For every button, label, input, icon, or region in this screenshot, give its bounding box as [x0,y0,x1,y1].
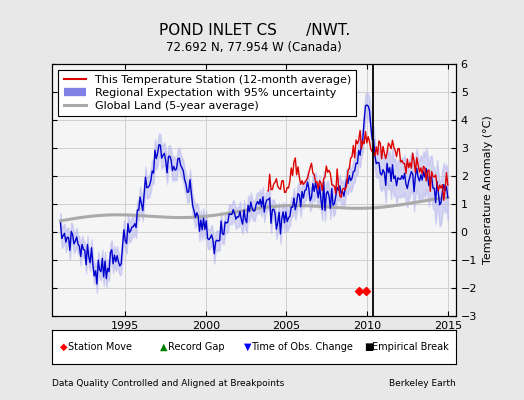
Text: Record Gap: Record Gap [168,342,224,352]
Text: ▼: ▼ [244,342,251,352]
Text: ◆: ◆ [60,342,68,352]
Text: ▲: ▲ [160,342,167,352]
Text: POND INLET CS      /NWT.: POND INLET CS /NWT. [159,22,350,38]
Text: Berkeley Earth: Berkeley Earth [389,380,456,388]
Text: Empirical Break: Empirical Break [372,342,449,352]
Text: ■: ■ [364,342,374,352]
Text: Time of Obs. Change: Time of Obs. Change [252,342,353,352]
Text: Station Move: Station Move [68,342,132,352]
Text: Data Quality Controlled and Aligned at Breakpoints: Data Quality Controlled and Aligned at B… [52,380,285,388]
Text: 72.692 N, 77.954 W (Canada): 72.692 N, 77.954 W (Canada) [166,41,342,54]
Y-axis label: Temperature Anomaly (°C): Temperature Anomaly (°C) [483,116,493,264]
Legend: This Temperature Station (12-month average), Regional Expectation with 95% uncer: This Temperature Station (12-month avera… [58,70,356,116]
